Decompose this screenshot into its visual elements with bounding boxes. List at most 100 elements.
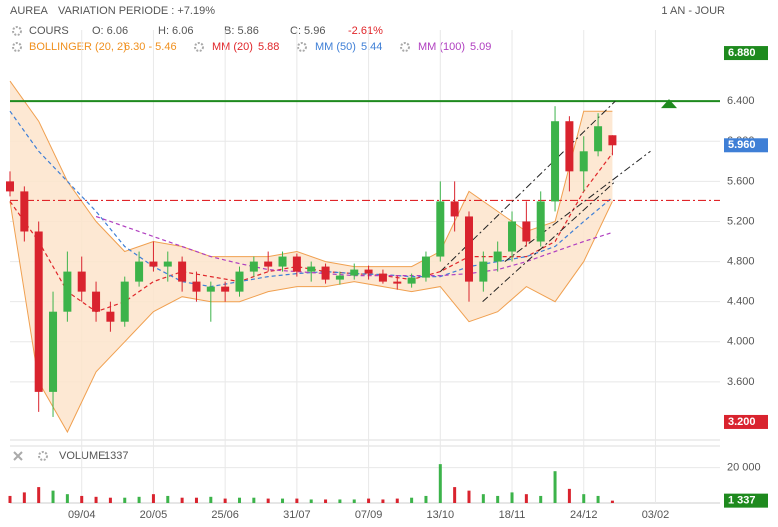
candle-body bbox=[378, 273, 387, 282]
volume-bar bbox=[94, 496, 98, 503]
y-tick-label: 5.600 bbox=[727, 175, 755, 187]
volume-bar bbox=[467, 490, 471, 503]
volume-bar bbox=[524, 494, 528, 503]
legend-entry: MM (20) bbox=[212, 41, 253, 53]
line-handle[interactable] bbox=[661, 99, 677, 109]
candle-body bbox=[407, 277, 416, 284]
volume-bar bbox=[37, 487, 41, 503]
x-tick-label: 24/12 bbox=[570, 509, 598, 521]
candle-body bbox=[120, 281, 129, 322]
candle-body bbox=[163, 261, 172, 267]
x-tick-label: 03/02 bbox=[642, 509, 670, 521]
legend-entry: 6.30 - 5.46 bbox=[124, 41, 177, 53]
volume-bar bbox=[481, 494, 485, 503]
volume-bar bbox=[151, 494, 155, 503]
volume-bar bbox=[367, 498, 371, 503]
candle-body bbox=[221, 286, 230, 292]
candle-body bbox=[77, 271, 86, 292]
candle-body bbox=[292, 256, 301, 272]
x-tick-label: 09/04 bbox=[68, 509, 96, 521]
volume-bar bbox=[266, 498, 270, 503]
price-marker bbox=[724, 46, 768, 61]
candle-body bbox=[335, 275, 344, 280]
volume-bar bbox=[22, 492, 26, 503]
volume-bar bbox=[194, 497, 198, 503]
volume-bar bbox=[166, 495, 170, 503]
volume-bar bbox=[395, 498, 399, 503]
candle-body bbox=[264, 261, 273, 267]
settings-icon[interactable] bbox=[400, 42, 410, 52]
bollinger-lower bbox=[9, 201, 613, 434]
settings-icon[interactable] bbox=[297, 42, 307, 52]
candle-body bbox=[464, 216, 473, 282]
settings-icon[interactable] bbox=[194, 42, 204, 52]
settings-icon[interactable] bbox=[38, 451, 48, 461]
x-tick-label: 18/11 bbox=[499, 509, 526, 521]
price-marker-label: 1 337 bbox=[728, 495, 756, 507]
volume-bar bbox=[80, 495, 84, 503]
volume-bar bbox=[252, 497, 256, 503]
candle-body bbox=[249, 261, 258, 272]
candle-body bbox=[321, 266, 330, 280]
volume-bar bbox=[295, 498, 299, 503]
price-marker-label: 6.880 bbox=[728, 47, 756, 59]
candle-body bbox=[579, 151, 588, 172]
price-marker bbox=[724, 493, 768, 508]
y-tick-label: 6.400 bbox=[727, 95, 755, 107]
volume-bar bbox=[352, 499, 356, 503]
volume-bar bbox=[596, 495, 600, 503]
volume-bar bbox=[539, 495, 543, 503]
volume-bar bbox=[180, 497, 184, 503]
x-tick-label: 07/09 bbox=[355, 509, 383, 521]
trend-line bbox=[504, 150, 651, 262]
candle-body bbox=[63, 271, 72, 312]
price-marker bbox=[724, 414, 768, 429]
x-tick-label: 13/10 bbox=[427, 509, 455, 521]
candle-body bbox=[436, 201, 445, 257]
y-tick-label: 20 000 bbox=[727, 462, 761, 474]
candle-body bbox=[307, 266, 316, 272]
volume-bar bbox=[223, 498, 227, 503]
candle-body bbox=[594, 126, 603, 152]
legend-entry: BOLLINGER (20, 2) bbox=[29, 41, 127, 53]
y-tick-label: 4.000 bbox=[727, 336, 755, 348]
candle-body bbox=[608, 135, 617, 146]
volume-bar bbox=[567, 488, 571, 503]
candle-body bbox=[178, 261, 187, 282]
candle-body bbox=[421, 256, 430, 278]
candle-body bbox=[278, 256, 287, 267]
volume-bar bbox=[381, 499, 385, 503]
volume-bar bbox=[438, 464, 442, 503]
candle-body bbox=[92, 291, 101, 312]
volume-bar bbox=[237, 497, 241, 503]
y-tick-label: 4.400 bbox=[727, 296, 755, 308]
candle-body bbox=[6, 181, 14, 192]
settings-icon[interactable] bbox=[12, 26, 22, 36]
volume-bar bbox=[281, 498, 285, 503]
candle-body bbox=[49, 311, 58, 392]
legend-entry: C: 5.96 bbox=[290, 25, 325, 37]
legend-entry: MM (50) bbox=[315, 41, 356, 53]
candle-body bbox=[393, 281, 402, 284]
x-tick-label: 25/06 bbox=[211, 509, 239, 521]
candle-body bbox=[192, 281, 201, 292]
candle-body bbox=[34, 231, 43, 392]
volume-bar bbox=[108, 497, 112, 503]
price-marker bbox=[724, 138, 768, 153]
legend-entry: O: 6.06 bbox=[92, 25, 128, 37]
candle-body bbox=[536, 201, 545, 242]
settings-icon[interactable] bbox=[12, 42, 22, 52]
candle-body bbox=[551, 121, 560, 202]
close-icon[interactable] bbox=[13, 451, 23, 461]
chart-title: AUREA bbox=[10, 5, 49, 17]
legend-entry: 5.44 bbox=[361, 41, 382, 53]
y-tick-label: 3.600 bbox=[727, 376, 755, 388]
period[interactable]: 1 AN - JOUR bbox=[661, 5, 725, 17]
candle-body bbox=[508, 221, 517, 252]
volume-bar bbox=[65, 494, 69, 503]
candle-body bbox=[135, 261, 144, 282]
candle-body bbox=[350, 269, 359, 276]
volume-bar bbox=[51, 490, 55, 503]
candle-body bbox=[20, 191, 29, 232]
x-tick-label: 31/07 bbox=[283, 509, 311, 521]
